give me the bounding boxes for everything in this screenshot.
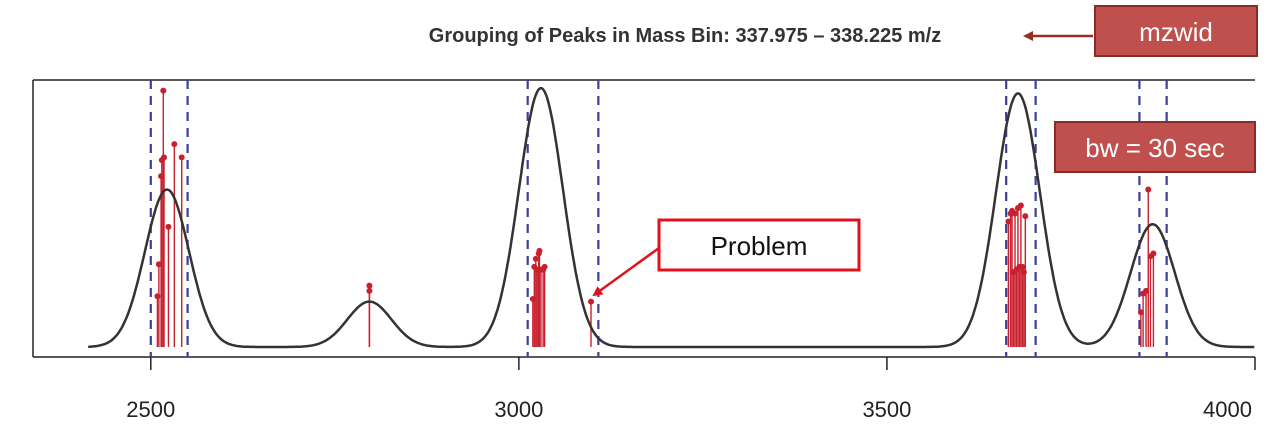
peak-stick xyxy=(161,154,168,347)
x-tick-label: 3500 xyxy=(862,397,911,422)
peak-stick-point xyxy=(1143,287,1150,294)
x-tick-label: 4000 xyxy=(1203,397,1252,422)
x-axis-ticks: 2500 3000 3500 4000 xyxy=(126,357,1256,422)
problem-box xyxy=(657,218,861,272)
peak-stick xyxy=(165,223,172,347)
peak-stick xyxy=(1012,210,1019,347)
peak-sticks xyxy=(154,87,1157,347)
peak-stick xyxy=(541,263,548,347)
peak-stick xyxy=(1019,263,1026,347)
peak-stick xyxy=(1005,218,1012,347)
bw-label: bw = 30 sec xyxy=(1085,133,1224,163)
peak-stick xyxy=(1137,309,1144,347)
peak-stick-point xyxy=(1019,263,1026,270)
density-curve xyxy=(88,86,1255,349)
peak-stick-point xyxy=(1005,218,1012,225)
peak-stick xyxy=(171,141,178,347)
problem-arrow xyxy=(592,246,660,297)
x-tick-label: 2500 xyxy=(126,397,175,422)
peak-stick xyxy=(178,154,185,347)
peak-stick-point xyxy=(155,261,162,268)
peak-stick xyxy=(1145,186,1152,347)
peak-stick-point xyxy=(366,282,373,289)
peak-stick xyxy=(536,247,543,347)
peak-stick-point xyxy=(1137,309,1144,316)
x-tick-label: 3000 xyxy=(494,397,543,422)
peak-stick-point xyxy=(536,247,543,254)
mzwid-box xyxy=(1094,5,1258,57)
peak-stick xyxy=(158,173,165,347)
chart-title: Grouping of Peaks in Mass Bin: 337.975 –… xyxy=(429,25,941,47)
peak-stick-point xyxy=(161,154,168,161)
peak-stick xyxy=(366,282,373,347)
peak-stick-point xyxy=(158,173,165,180)
peak-stick xyxy=(532,255,539,347)
peak-stick xyxy=(1022,213,1029,347)
peak-stick xyxy=(160,87,167,347)
peak-stick-point xyxy=(1012,210,1019,217)
peak-stick xyxy=(1150,250,1157,347)
peak-stick-point xyxy=(587,298,594,305)
peak-stick-point xyxy=(178,154,185,161)
peak-stick-point xyxy=(541,263,548,270)
peak-stick-point xyxy=(1022,213,1029,220)
peak-stick xyxy=(1017,202,1024,347)
peak-stick-point xyxy=(171,141,178,148)
peak-stick-point xyxy=(1145,186,1152,193)
peak-stick-point xyxy=(1017,202,1024,209)
peak-stick xyxy=(1143,287,1150,347)
peak-stick-point xyxy=(532,255,539,262)
problem-label: Problem xyxy=(711,231,808,261)
mzwid-label: mzwid xyxy=(1139,17,1213,47)
peak-stick xyxy=(155,261,162,347)
peak-stick-point xyxy=(1150,250,1157,257)
bw-box xyxy=(1054,121,1256,173)
peak-stick-point xyxy=(160,87,167,94)
peak-stick-point xyxy=(165,223,172,230)
